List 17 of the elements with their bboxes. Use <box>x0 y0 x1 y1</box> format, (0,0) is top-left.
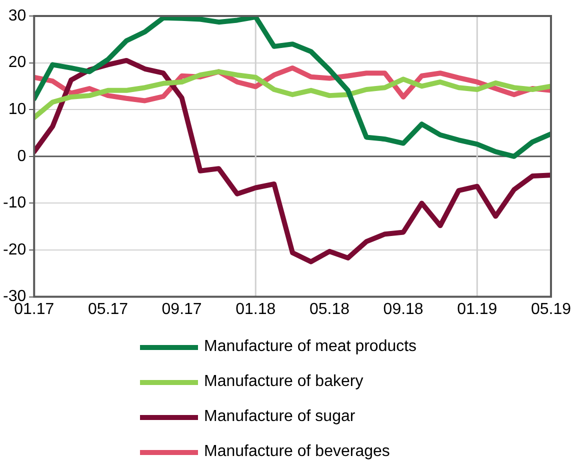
x-tick-label: 01.18 <box>236 300 276 318</box>
x-tick-label: 01.19 <box>457 300 498 318</box>
x-tick-label: 05.19 <box>530 300 572 318</box>
y-tick-label: -10 <box>3 194 26 212</box>
legend-label: Manufacture of bakery <box>204 373 364 391</box>
y-tick-label: 20 <box>8 54 26 72</box>
legend-label: Manufacture of sugar <box>204 408 356 426</box>
x-tick-label: 05.18 <box>309 300 350 318</box>
legend-label: Manufacture of meat products <box>204 338 417 356</box>
y-tick-label: 10 <box>8 101 26 118</box>
y-tick-label: 0 <box>17 148 26 165</box>
y-tick-label: -20 <box>3 241 26 258</box>
x-tick-label: 09.18 <box>383 300 424 318</box>
x-tick-label: 05.17 <box>88 300 128 318</box>
legend-label: Manufacture of beverages <box>204 443 390 461</box>
x-tick-label: 09.17 <box>162 300 202 318</box>
y-tick-label: 30 <box>8 7 26 24</box>
